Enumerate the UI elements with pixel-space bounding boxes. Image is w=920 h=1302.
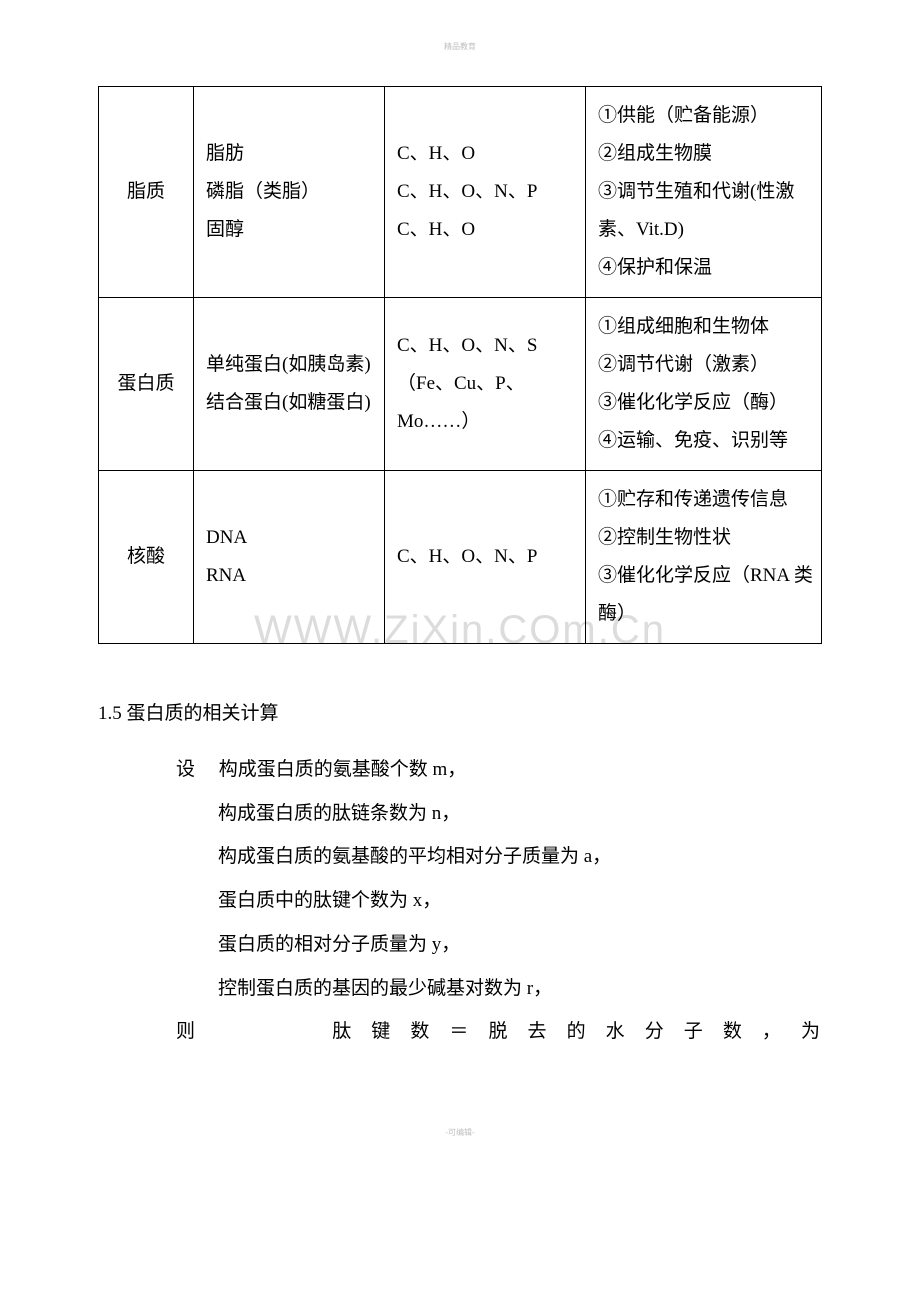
calc-line: 蛋白质中的肽键个数为 x， [98,879,822,923]
header-tiny: 精品教育 [0,0,920,86]
calc-text: 控制蛋白质的基因的最少碱基对数为 r， [218,978,552,999]
main-table: 脂质 脂肪磷脂（类脂）固醇 C、H、OC、H、O、N、PC、H、O ①供能（贮备… [98,86,822,644]
cell-types: 单纯蛋白(如胰岛素)结合蛋白(如糖蛋白) [194,298,385,471]
calc-line: 构成蛋白质的氨基酸的平均相对分子质量为 a， [98,835,822,879]
cell-elements: C、H、O、N、S （Fe、Cu、P、Mo……） [385,298,586,471]
calc-line: 蛋白质的相对分子质量为 y， [98,923,822,967]
cell-functions: ①供能（贮备能源）②组成生物膜③调节生殖和代谢(性激素、Vit.D)④保护和保温 [586,87,822,298]
footer-tiny: -可编辑- [0,1124,920,1162]
calc-line: 构成蛋白质的肽链条数为 n， [98,792,822,836]
cell-types: 脂肪磷脂（类脂）固醇 [194,87,385,298]
calc-text: 蛋白质中的肽键个数为 x， [218,890,441,911]
calc-text: 蛋白质的相对分子质量为 y， [218,934,460,955]
calc-line: 控制蛋白质的基因的最少碱基对数为 r， [98,967,822,1011]
cell-category: 核酸 [99,471,194,644]
calc-final-line: 则 肽键数＝脱去的水分子数，为 [98,1010,822,1054]
section-title: 1.5 蛋白质的相关计算 [98,692,822,736]
cell-elements: C、H、OC、H、O、N、PC、H、O [385,87,586,298]
cell-elements: C、H、O、N、P [385,471,586,644]
cell-types: DNARNA [194,471,385,644]
calc-text: 设 构成蛋白质的氨基酸个数 m， [176,759,466,780]
content: 脂质 脂肪磷脂（类脂）固醇 C、H、OC、H、O、N、PC、H、O ①供能（贮备… [0,86,920,1054]
cell-category: 脂质 [99,87,194,298]
table-row: 脂质 脂肪磷脂（类脂）固醇 C、H、OC、H、O、N、PC、H、O ①供能（贮备… [99,87,822,298]
cell-functions: ①贮存和传递遗传信息②控制生物性状③催化化学反应（RNA 类酶） [586,471,822,644]
calc-text: 构成蛋白质的肽链条数为 n， [218,803,460,824]
cell-category: 蛋白质 [99,298,194,471]
cell-functions: ①组成细胞和生物体②调节代谢（激素）③催化化学反应（酶）④运输、免疫、识别等 [586,298,822,471]
table-row: 蛋白质 单纯蛋白(如胰岛素)结合蛋白(如糖蛋白) C、H、O、N、S （Fe、C… [99,298,822,471]
table-row: 核酸 DNARNA C、H、O、N、P ①贮存和传递遗传信息②控制生物性状③催化… [99,471,822,644]
calc-line: 设 构成蛋白质的氨基酸个数 m， [98,748,822,792]
calc-text: 构成蛋白质的氨基酸的平均相对分子质量为 a， [218,846,611,867]
